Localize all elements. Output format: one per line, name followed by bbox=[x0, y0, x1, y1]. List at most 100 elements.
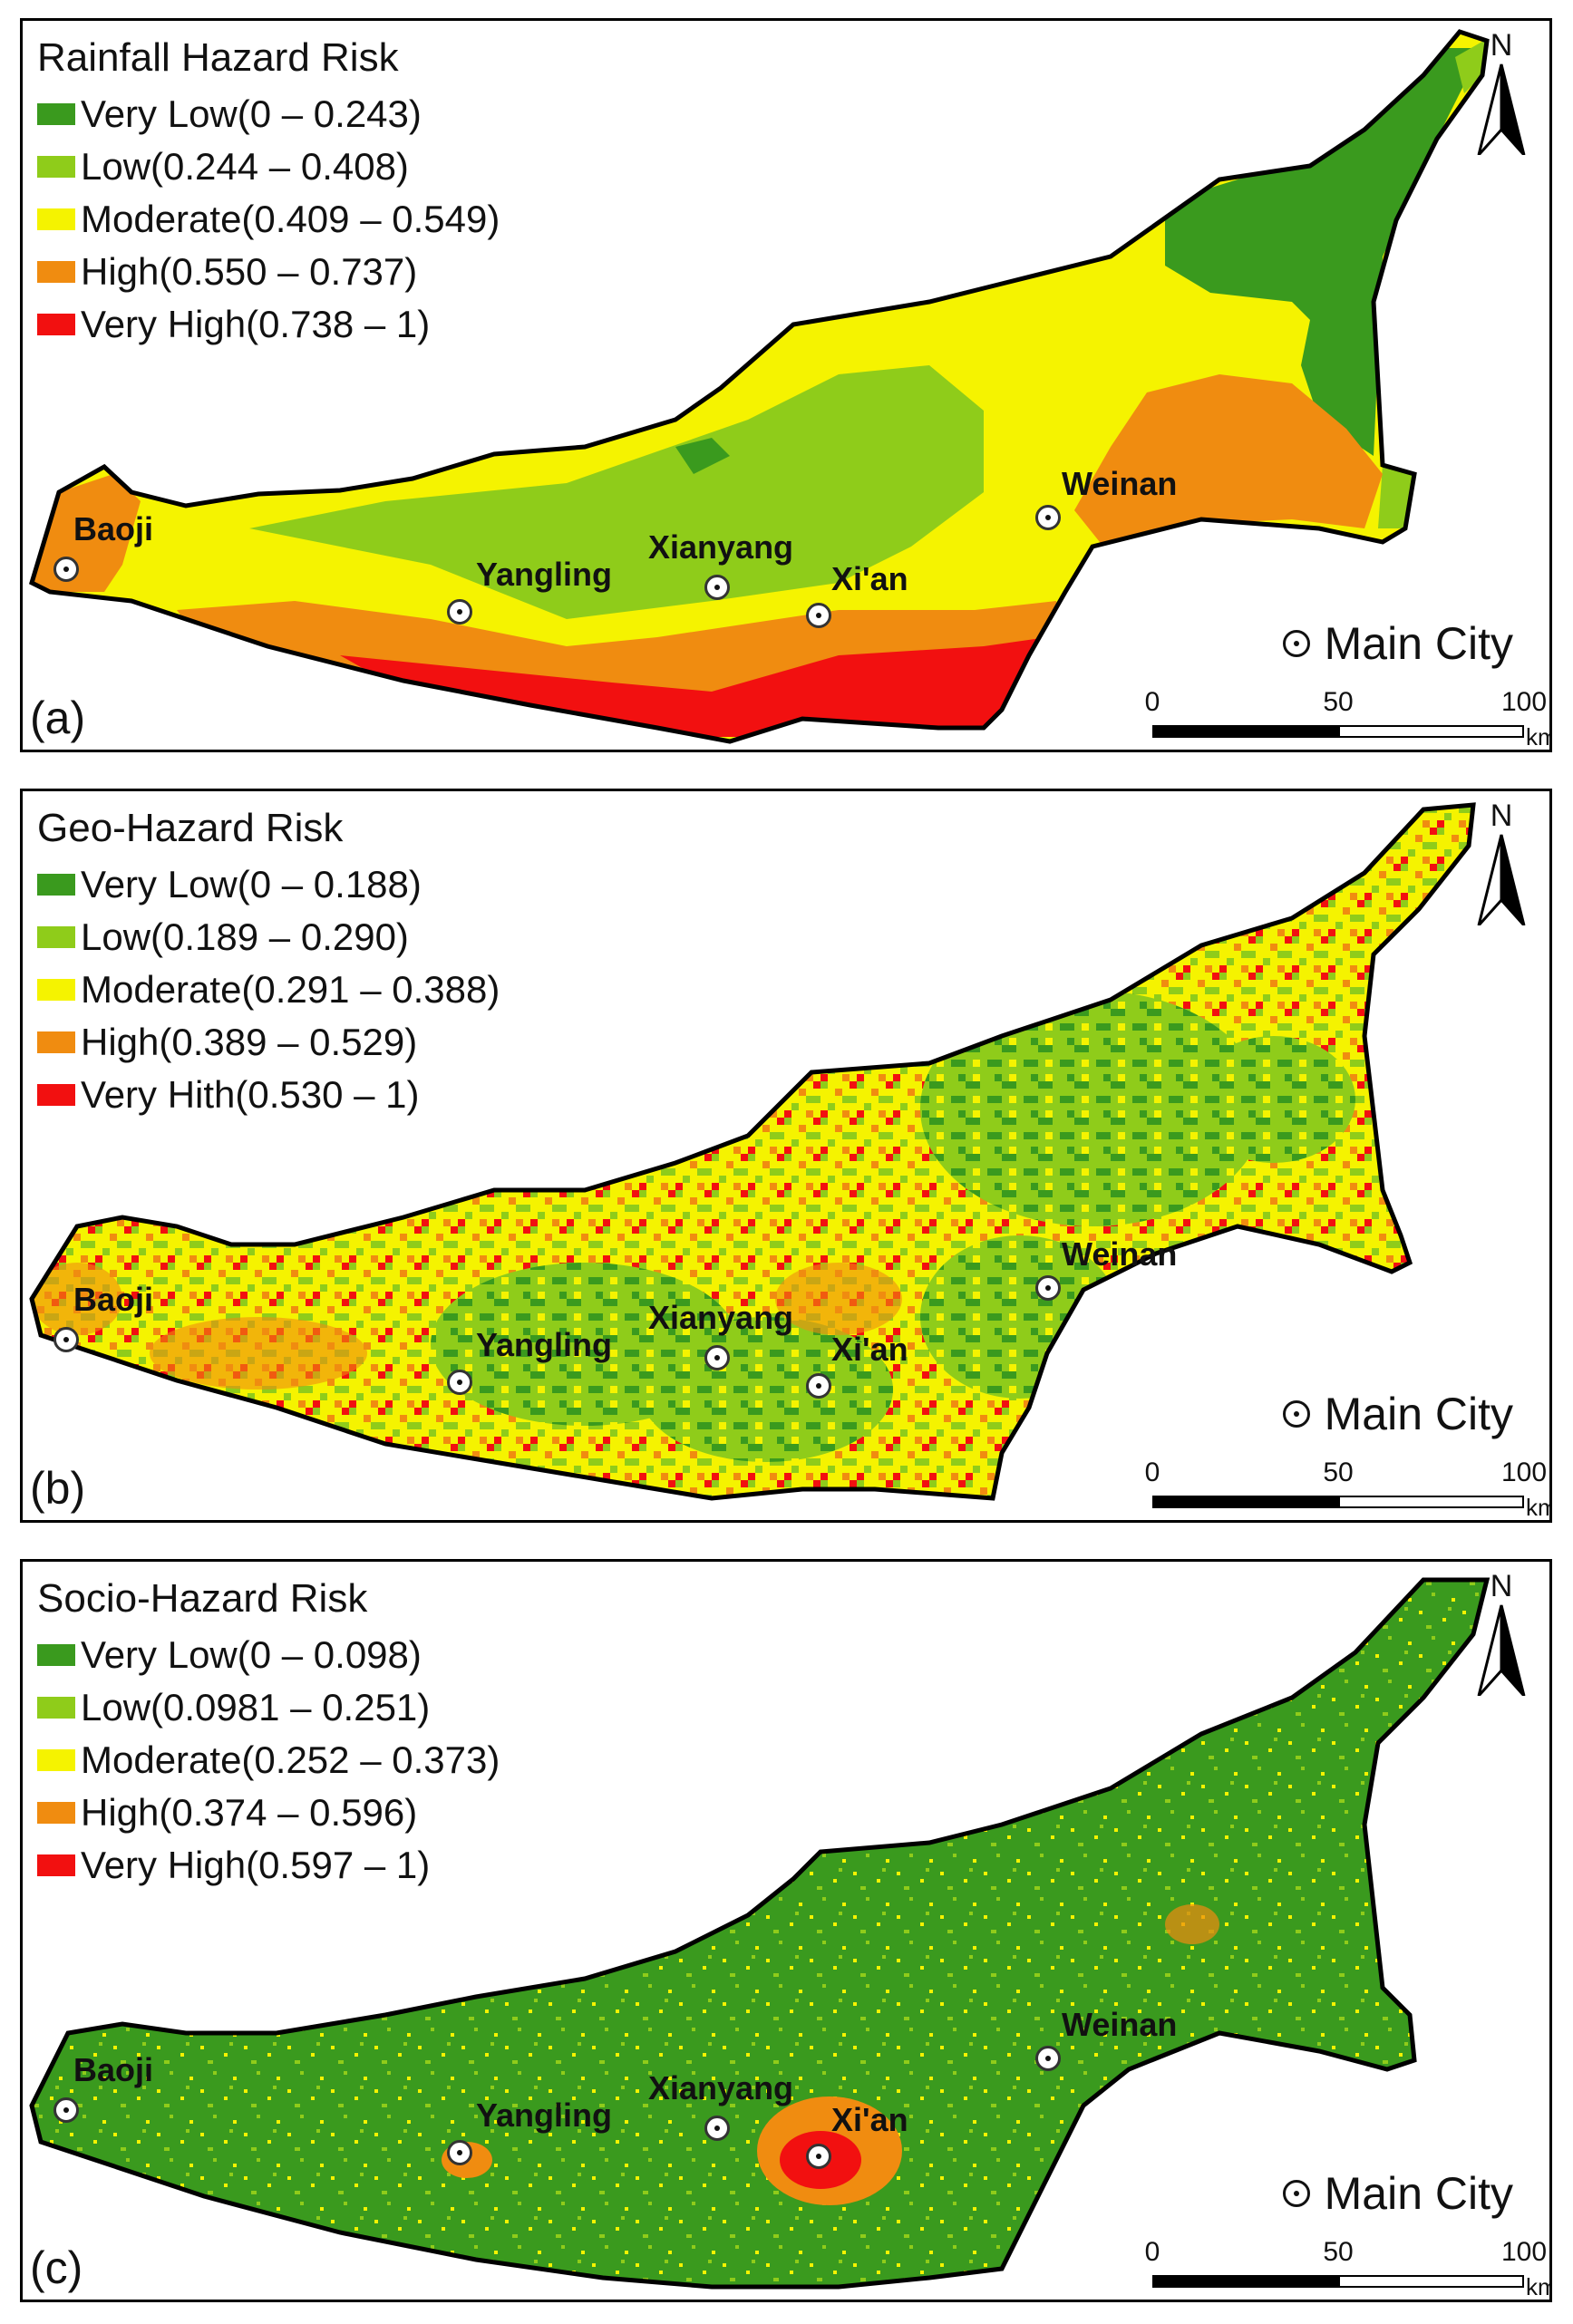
legend-item: Very High(0.738 – 1) bbox=[37, 298, 500, 351]
legend-label: Moderate(0.252 – 0.373) bbox=[81, 1738, 500, 1781]
legend-label: Very Low(0 – 0.098) bbox=[81, 1633, 422, 1676]
main-city-label: Main City bbox=[1324, 618, 1513, 669]
city-marker-icon bbox=[1035, 2046, 1061, 2071]
legend-item: Low(0.0981 – 0.251) bbox=[37, 1681, 500, 1734]
legend-item: Very Hith(0.530 – 1) bbox=[37, 1069, 500, 1121]
city-label: Weinan bbox=[1062, 1235, 1178, 1273]
legend-item: Moderate(0.291 – 0.388) bbox=[37, 963, 500, 1016]
legend-label: Low(0.189 – 0.290) bbox=[81, 915, 409, 958]
legend-label: Very High(0.738 – 1) bbox=[81, 303, 431, 345]
main-city-legend: Main City bbox=[1282, 617, 1513, 670]
swatch-very-high bbox=[37, 1084, 75, 1106]
legend-label: Very Hith(0.530 – 1) bbox=[81, 1073, 420, 1116]
scale-bar: 0 50 100 km bbox=[1145, 1457, 1549, 1520]
scale-segment-dark bbox=[1152, 1496, 1338, 1508]
scale-tick: 100 bbox=[1500, 1457, 1548, 1487]
north-arrow-icon: N bbox=[1470, 1569, 1533, 1697]
city-marker-icon bbox=[704, 1345, 730, 1370]
city-label: Xianyang bbox=[648, 528, 794, 566]
city-label: Xianyang bbox=[648, 2069, 794, 2106]
scale-segment-light bbox=[1338, 725, 1524, 738]
city-marker-icon bbox=[447, 1370, 472, 1395]
scale-tick: 50 bbox=[1323, 2237, 1354, 2267]
legend-label: Low(0.244 – 0.408) bbox=[81, 145, 409, 188]
legend: Very Low(0 – 0.188) Low(0.189 – 0.290) M… bbox=[37, 858, 500, 1121]
legend-item: High(0.550 – 0.737) bbox=[37, 246, 500, 298]
swatch-moderate bbox=[37, 979, 75, 1001]
scale-unit: km bbox=[1526, 2273, 1549, 2300]
legend-label: High(0.389 – 0.529) bbox=[81, 1021, 418, 1063]
main-city-icon bbox=[1282, 1400, 1310, 1428]
legend-title: Socio-Hazard Risk bbox=[37, 1576, 368, 1621]
swatch-very-low bbox=[37, 1644, 75, 1666]
city-label: Yangling bbox=[476, 2096, 613, 2134]
main-city-icon bbox=[1282, 630, 1310, 657]
city-label: Xi'an bbox=[831, 2101, 908, 2138]
city-marker-icon bbox=[53, 557, 79, 582]
legend-item: Moderate(0.252 – 0.373) bbox=[37, 1734, 500, 1787]
city-label: Weinan bbox=[1062, 465, 1178, 502]
legend-item: High(0.374 – 0.596) bbox=[37, 1787, 500, 1839]
map-panel-b: Geo-Hazard Risk Very Low(0 – 0.188) Low(… bbox=[20, 789, 1552, 1523]
legend: Very Low(0 – 0.098) Low(0.0981 – 0.251) … bbox=[37, 1629, 500, 1892]
scale-unit: km bbox=[1526, 723, 1549, 750]
scale-unit: km bbox=[1526, 1494, 1549, 1521]
city-label: Baoji bbox=[73, 510, 154, 547]
legend-label: High(0.374 – 0.596) bbox=[81, 1791, 418, 1834]
geo-hazard-map bbox=[23, 791, 1552, 1523]
city-label: Weinan bbox=[1062, 2006, 1178, 2043]
city-label: Baoji bbox=[73, 2051, 154, 2088]
north-label: N bbox=[1490, 28, 1513, 63]
scale-tick: 100 bbox=[1500, 687, 1548, 717]
scale-tick: 100 bbox=[1500, 2237, 1548, 2267]
city-label: Xi'an bbox=[831, 1331, 908, 1368]
swatch-moderate bbox=[37, 1749, 75, 1771]
city-label: Xi'an bbox=[831, 560, 908, 597]
city-marker-icon bbox=[53, 1327, 79, 1352]
city-marker-icon bbox=[806, 2144, 831, 2169]
swatch-high bbox=[37, 1802, 75, 1824]
city-marker-icon bbox=[1035, 1275, 1061, 1301]
city-label: Yangling bbox=[476, 1326, 613, 1363]
scale-bar: 0 50 100 km bbox=[1145, 2237, 1549, 2300]
rainfall-hazard-map bbox=[23, 21, 1552, 752]
swatch-very-high bbox=[37, 1854, 75, 1876]
scale-tick: 0 bbox=[1144, 687, 1160, 717]
north-label: N bbox=[1490, 799, 1513, 833]
city-label: Baoji bbox=[73, 1281, 154, 1318]
swatch-low bbox=[37, 156, 75, 178]
main-city-label: Main City bbox=[1324, 1389, 1513, 1439]
swatch-very-low bbox=[37, 103, 75, 125]
north-label: N bbox=[1490, 1569, 1513, 1603]
scale-segment-dark bbox=[1152, 725, 1338, 738]
city-label: Yangling bbox=[476, 556, 613, 593]
legend-label: High(0.550 – 0.737) bbox=[81, 250, 418, 293]
scale-tick: 50 bbox=[1323, 1457, 1354, 1487]
swatch-low bbox=[37, 1697, 75, 1719]
legend-item: Low(0.244 – 0.408) bbox=[37, 140, 500, 193]
legend: Very Low(0 – 0.243) Low(0.244 – 0.408) M… bbox=[37, 88, 500, 351]
city-marker-icon bbox=[1035, 505, 1061, 530]
panel-letter: (c) bbox=[30, 2242, 83, 2293]
scale-bar: 0 50 100 km bbox=[1145, 687, 1549, 750]
main-city-label: Main City bbox=[1324, 2168, 1513, 2219]
swatch-very-low bbox=[37, 874, 75, 896]
north-arrow-icon: N bbox=[1470, 799, 1533, 926]
scale-segment-dark bbox=[1152, 2275, 1338, 2288]
main-city-icon bbox=[1282, 2180, 1310, 2207]
swatch-high bbox=[37, 1031, 75, 1053]
legend-title: Geo-Hazard Risk bbox=[37, 806, 344, 850]
legend-item: Very Low(0 – 0.243) bbox=[37, 88, 500, 140]
legend-title: Rainfall Hazard Risk bbox=[37, 35, 399, 80]
scale-segment-light bbox=[1338, 2275, 1524, 2288]
city-marker-icon bbox=[447, 599, 472, 625]
swatch-high bbox=[37, 261, 75, 283]
legend-label: Moderate(0.291 – 0.388) bbox=[81, 968, 500, 1011]
city-label: Xianyang bbox=[648, 1299, 794, 1336]
scale-tick: 0 bbox=[1144, 1457, 1160, 1487]
legend-label: Moderate(0.409 – 0.549) bbox=[81, 198, 500, 240]
legend-label: Very Low(0 – 0.188) bbox=[81, 863, 422, 905]
swatch-very-high bbox=[37, 314, 75, 335]
north-arrow-icon: N bbox=[1470, 28, 1533, 156]
city-marker-icon bbox=[704, 2116, 730, 2141]
